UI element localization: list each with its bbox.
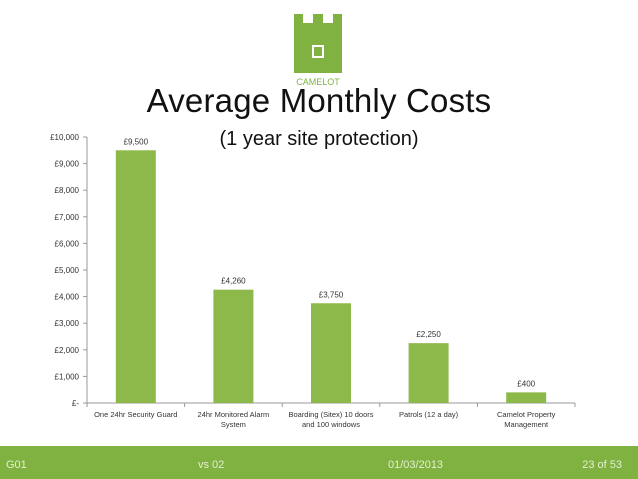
bar	[115, 150, 156, 403]
y-tick-label: £7,000	[55, 213, 80, 222]
x-category-label: Camelot Property Management	[497, 410, 556, 429]
bar-data-label: £4,260	[221, 277, 246, 286]
bar-data-label: £2,250	[416, 330, 441, 339]
slide-title: Average Monthly Costs	[146, 82, 492, 119]
bar	[506, 392, 547, 403]
y-tick-label: £9,000	[55, 160, 80, 169]
x-category-label: 24hr Monitored Alarm System	[198, 410, 270, 429]
footer-date: 01/03/2013	[388, 459, 444, 471]
bar-chart: £- £1,000 £2,000 £3,000 £4,000 £5,000 £6,000 £7…	[50, 133, 576, 429]
y-tick-label: £10,000	[50, 133, 79, 142]
bar	[311, 303, 351, 403]
y-tick-label: £5,000	[55, 266, 80, 275]
x-category-label: Patrols (12 a day)	[399, 410, 459, 419]
y-tick-label: £3,000	[55, 319, 80, 328]
footer-page-number: 23 of 53	[582, 459, 622, 471]
camelot-logo: CAMELOT	[294, 14, 342, 87]
bar	[408, 343, 449, 403]
y-tick-label: £8,000	[55, 186, 80, 195]
y-tick-label: £-	[72, 399, 79, 408]
bar-data-label: £9,500	[124, 137, 149, 146]
x-category-label: Boarding (Sitex) 10 doors and 100 windows	[288, 410, 373, 429]
footer-bar: G01 vs 02 01/03/2013 23 of 53	[0, 446, 638, 479]
y-tick-label: £6,000	[55, 239, 80, 248]
x-category-label: One 24hr Security Guard	[94, 410, 177, 419]
footer-version: vs 02	[198, 459, 225, 471]
bar-data-label: £400	[517, 379, 535, 388]
bar	[213, 289, 254, 403]
y-tick-label: £2,000	[55, 346, 80, 355]
footer-doc-code: G01	[6, 459, 27, 471]
y-tick-label: £4,000	[55, 293, 80, 302]
slide-subtitle: (1 year site protection)	[219, 128, 419, 150]
bar-data-label: £3,750	[319, 290, 344, 299]
svg-text:CAMELOT: CAMELOT	[296, 77, 340, 87]
y-tick-label: £1,000	[55, 372, 80, 381]
